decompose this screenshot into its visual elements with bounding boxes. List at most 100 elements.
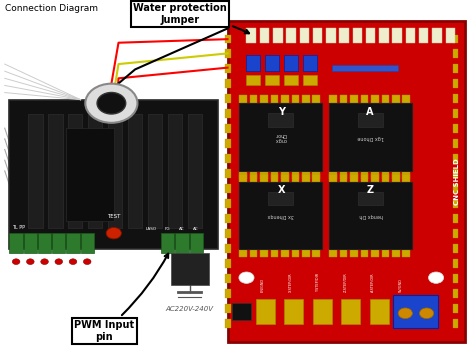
FancyBboxPatch shape: [239, 249, 247, 257]
FancyBboxPatch shape: [271, 174, 278, 182]
Text: X-STEP/DIR: X-STEP/DIR: [289, 272, 292, 292]
FancyBboxPatch shape: [281, 249, 289, 257]
Text: CNC SHIELD: CNC SHIELD: [454, 158, 460, 205]
FancyBboxPatch shape: [453, 124, 458, 133]
FancyBboxPatch shape: [225, 64, 231, 73]
FancyBboxPatch shape: [302, 249, 310, 257]
FancyBboxPatch shape: [329, 182, 412, 249]
FancyBboxPatch shape: [24, 233, 37, 253]
FancyBboxPatch shape: [312, 95, 320, 103]
FancyBboxPatch shape: [379, 28, 389, 43]
FancyBboxPatch shape: [329, 95, 337, 103]
Text: A-STEP/DIR: A-STEP/DIR: [371, 272, 375, 292]
FancyBboxPatch shape: [453, 259, 458, 268]
FancyBboxPatch shape: [38, 233, 51, 253]
FancyBboxPatch shape: [341, 299, 360, 324]
FancyBboxPatch shape: [340, 171, 347, 179]
FancyBboxPatch shape: [225, 319, 231, 328]
Text: Z-STEP/DIR: Z-STEP/DIR: [344, 272, 347, 292]
FancyBboxPatch shape: [453, 319, 458, 328]
FancyBboxPatch shape: [382, 174, 389, 182]
FancyBboxPatch shape: [28, 114, 43, 228]
FancyBboxPatch shape: [268, 192, 293, 205]
FancyBboxPatch shape: [9, 233, 23, 253]
FancyBboxPatch shape: [313, 28, 322, 43]
FancyBboxPatch shape: [453, 244, 458, 253]
Text: TL PP: TL PP: [12, 225, 25, 230]
Circle shape: [55, 259, 63, 265]
FancyBboxPatch shape: [302, 174, 310, 182]
FancyBboxPatch shape: [161, 233, 174, 253]
FancyBboxPatch shape: [268, 113, 293, 127]
FancyBboxPatch shape: [66, 128, 114, 221]
FancyBboxPatch shape: [392, 95, 400, 103]
FancyBboxPatch shape: [250, 174, 257, 182]
FancyBboxPatch shape: [392, 28, 402, 43]
FancyBboxPatch shape: [453, 229, 458, 238]
Text: ongx
Dhor: ongx Dhor: [275, 132, 287, 142]
FancyBboxPatch shape: [453, 214, 458, 223]
FancyBboxPatch shape: [225, 94, 231, 103]
FancyBboxPatch shape: [302, 95, 310, 103]
FancyBboxPatch shape: [371, 171, 379, 179]
FancyBboxPatch shape: [225, 109, 231, 118]
FancyBboxPatch shape: [246, 55, 260, 71]
FancyBboxPatch shape: [361, 249, 368, 257]
FancyBboxPatch shape: [9, 100, 218, 249]
FancyBboxPatch shape: [361, 171, 368, 179]
FancyBboxPatch shape: [108, 114, 122, 228]
FancyBboxPatch shape: [382, 249, 389, 257]
Circle shape: [41, 259, 48, 265]
Text: EN/GND: EN/GND: [261, 278, 265, 292]
FancyBboxPatch shape: [392, 171, 400, 179]
Circle shape: [106, 227, 121, 239]
FancyBboxPatch shape: [453, 35, 458, 43]
FancyBboxPatch shape: [393, 295, 438, 328]
FancyBboxPatch shape: [175, 233, 189, 253]
FancyBboxPatch shape: [260, 249, 268, 257]
FancyBboxPatch shape: [225, 124, 231, 133]
FancyBboxPatch shape: [225, 214, 231, 223]
Circle shape: [85, 84, 137, 123]
FancyBboxPatch shape: [260, 95, 268, 103]
FancyBboxPatch shape: [239, 182, 322, 249]
FancyBboxPatch shape: [402, 171, 410, 179]
FancyBboxPatch shape: [260, 28, 269, 43]
FancyBboxPatch shape: [371, 249, 379, 257]
FancyBboxPatch shape: [382, 95, 389, 103]
FancyBboxPatch shape: [246, 28, 256, 43]
FancyBboxPatch shape: [370, 299, 389, 324]
FancyBboxPatch shape: [88, 114, 102, 228]
Text: LASO: LASO: [146, 227, 156, 231]
Text: TEST: TEST: [107, 214, 120, 219]
Text: PWM Input
pin: PWM Input pin: [74, 254, 168, 342]
FancyBboxPatch shape: [190, 233, 203, 253]
FancyBboxPatch shape: [225, 79, 231, 88]
FancyBboxPatch shape: [171, 253, 209, 285]
FancyBboxPatch shape: [128, 114, 142, 228]
FancyBboxPatch shape: [228, 21, 465, 342]
FancyBboxPatch shape: [453, 289, 458, 298]
FancyBboxPatch shape: [225, 259, 231, 268]
FancyBboxPatch shape: [284, 75, 298, 85]
FancyBboxPatch shape: [358, 192, 383, 205]
FancyBboxPatch shape: [340, 174, 347, 182]
Circle shape: [419, 308, 434, 319]
FancyBboxPatch shape: [453, 49, 458, 58]
Text: 1gx Dhone: 1gx Dhone: [357, 135, 384, 140]
FancyBboxPatch shape: [312, 171, 320, 179]
FancyBboxPatch shape: [271, 95, 278, 103]
FancyBboxPatch shape: [303, 75, 317, 85]
Circle shape: [83, 259, 91, 265]
FancyBboxPatch shape: [66, 233, 80, 253]
FancyBboxPatch shape: [453, 154, 458, 163]
FancyBboxPatch shape: [188, 114, 202, 228]
Circle shape: [97, 93, 126, 114]
FancyBboxPatch shape: [453, 109, 458, 118]
FancyBboxPatch shape: [239, 171, 247, 179]
FancyBboxPatch shape: [225, 154, 231, 163]
FancyBboxPatch shape: [232, 303, 251, 320]
Text: Z: Z: [366, 185, 374, 195]
FancyBboxPatch shape: [382, 171, 389, 179]
FancyBboxPatch shape: [312, 249, 320, 257]
